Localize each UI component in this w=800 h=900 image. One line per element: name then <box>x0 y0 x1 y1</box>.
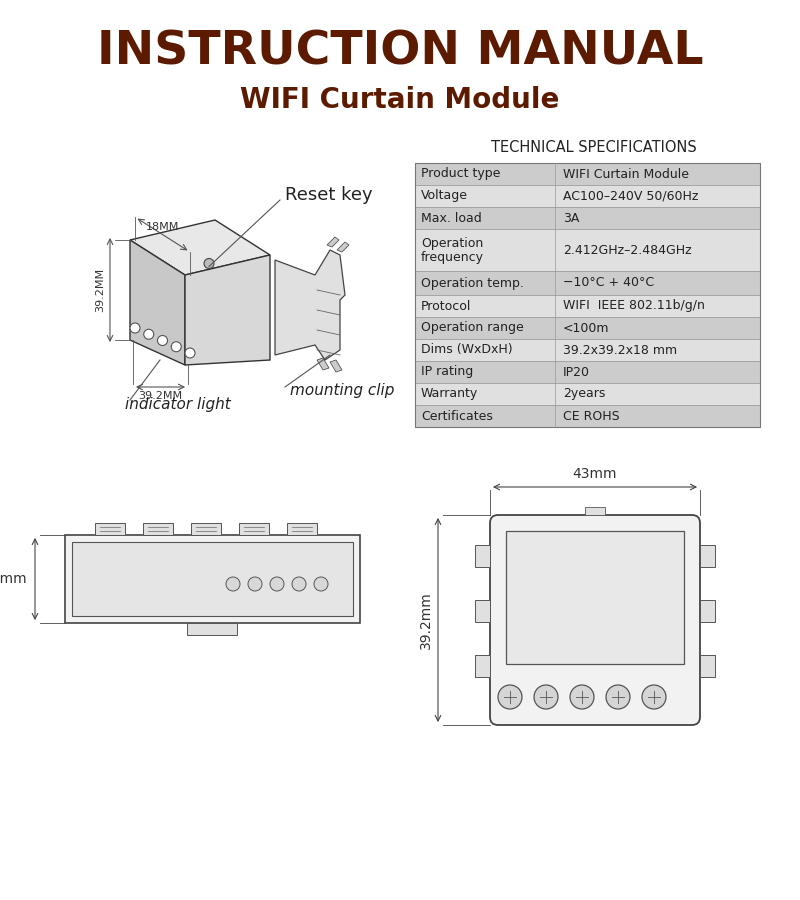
Text: Max. load: Max. load <box>421 212 482 224</box>
Bar <box>65 535 360 623</box>
Text: indicator light: indicator light <box>125 398 230 412</box>
Text: 39.2MM: 39.2MM <box>95 268 105 312</box>
Bar <box>415 295 760 317</box>
Circle shape <box>130 323 140 333</box>
Circle shape <box>171 342 182 352</box>
Bar <box>415 317 760 339</box>
Circle shape <box>270 577 284 591</box>
Text: −10°C + 40°C: −10°C + 40°C <box>563 276 654 290</box>
Bar <box>415 361 760 383</box>
Text: 39.2mm: 39.2mm <box>419 591 433 649</box>
Bar <box>415 383 760 405</box>
Text: 2.412GHz–2.484GHz: 2.412GHz–2.484GHz <box>563 244 692 256</box>
Text: INSTRUCTION MANUAL: INSTRUCTION MANUAL <box>97 30 703 75</box>
Text: CE ROHS: CE ROHS <box>563 410 620 422</box>
Bar <box>415 405 760 427</box>
Bar <box>415 163 760 427</box>
Text: 39.2x39.2x18 mm: 39.2x39.2x18 mm <box>563 344 677 356</box>
Text: WIFI Curtain Module: WIFI Curtain Module <box>563 167 689 181</box>
Bar <box>415 207 760 229</box>
Bar <box>191 523 221 535</box>
Bar <box>415 163 760 185</box>
Polygon shape <box>130 220 270 275</box>
Bar <box>700 545 715 567</box>
Text: Operation temp.: Operation temp. <box>421 276 524 290</box>
Circle shape <box>292 577 306 591</box>
Circle shape <box>185 348 195 358</box>
Text: Warranty: Warranty <box>421 388 478 400</box>
Circle shape <box>606 685 630 709</box>
Text: Certificates: Certificates <box>421 410 493 422</box>
Text: Reset key: Reset key <box>285 186 373 204</box>
Bar <box>72 542 353 616</box>
FancyBboxPatch shape <box>490 515 700 725</box>
Text: WIFI  IEEE 802.11b/g/n: WIFI IEEE 802.11b/g/n <box>563 300 705 312</box>
Bar <box>415 229 760 271</box>
Polygon shape <box>330 360 342 372</box>
Text: IP20: IP20 <box>563 365 590 379</box>
Circle shape <box>248 577 262 591</box>
Circle shape <box>642 685 666 709</box>
Bar <box>475 600 490 622</box>
Polygon shape <box>317 358 329 370</box>
Text: TECHNICAL SPECIFICATIONS: TECHNICAL SPECIFICATIONS <box>491 140 697 156</box>
Bar <box>700 655 715 677</box>
Text: WIFI Curtain Module: WIFI Curtain Module <box>240 86 560 114</box>
Text: IP rating: IP rating <box>421 365 474 379</box>
Circle shape <box>226 577 240 591</box>
Circle shape <box>158 336 167 346</box>
Bar <box>585 507 605 515</box>
Text: 43mm: 43mm <box>573 467 618 481</box>
Bar <box>187 623 237 635</box>
Text: Product type: Product type <box>421 167 500 181</box>
Text: Protocol: Protocol <box>421 300 471 312</box>
Text: 39.2MM: 39.2MM <box>138 391 182 401</box>
Bar <box>143 523 173 535</box>
Polygon shape <box>130 240 185 365</box>
Text: Operation: Operation <box>421 238 483 250</box>
Bar <box>700 600 715 622</box>
Bar <box>95 523 125 535</box>
Circle shape <box>204 258 214 268</box>
Polygon shape <box>327 237 339 247</box>
Circle shape <box>498 685 522 709</box>
Bar <box>475 545 490 567</box>
Text: 22.3mm: 22.3mm <box>0 572 27 586</box>
Bar <box>239 523 269 535</box>
Bar <box>287 523 317 535</box>
Bar <box>415 185 760 207</box>
Polygon shape <box>337 242 349 252</box>
Bar <box>415 271 760 295</box>
Text: 2years: 2years <box>563 388 606 400</box>
Circle shape <box>534 685 558 709</box>
Text: Dims (WxDxH): Dims (WxDxH) <box>421 344 513 356</box>
Text: mounting clip: mounting clip <box>290 382 394 398</box>
Polygon shape <box>275 250 345 360</box>
Bar <box>506 531 684 664</box>
Circle shape <box>314 577 328 591</box>
Text: Operation range: Operation range <box>421 321 524 335</box>
Text: Voltage: Voltage <box>421 190 468 203</box>
Bar <box>415 339 760 361</box>
Bar <box>475 655 490 677</box>
Circle shape <box>144 329 154 339</box>
Text: AC100–240V 50/60Hz: AC100–240V 50/60Hz <box>563 190 698 203</box>
Text: <100m: <100m <box>563 321 610 335</box>
Text: frequency: frequency <box>421 251 484 265</box>
Text: 3A: 3A <box>563 212 579 224</box>
Polygon shape <box>185 255 270 365</box>
Text: 18MM: 18MM <box>146 221 179 231</box>
Circle shape <box>570 685 594 709</box>
